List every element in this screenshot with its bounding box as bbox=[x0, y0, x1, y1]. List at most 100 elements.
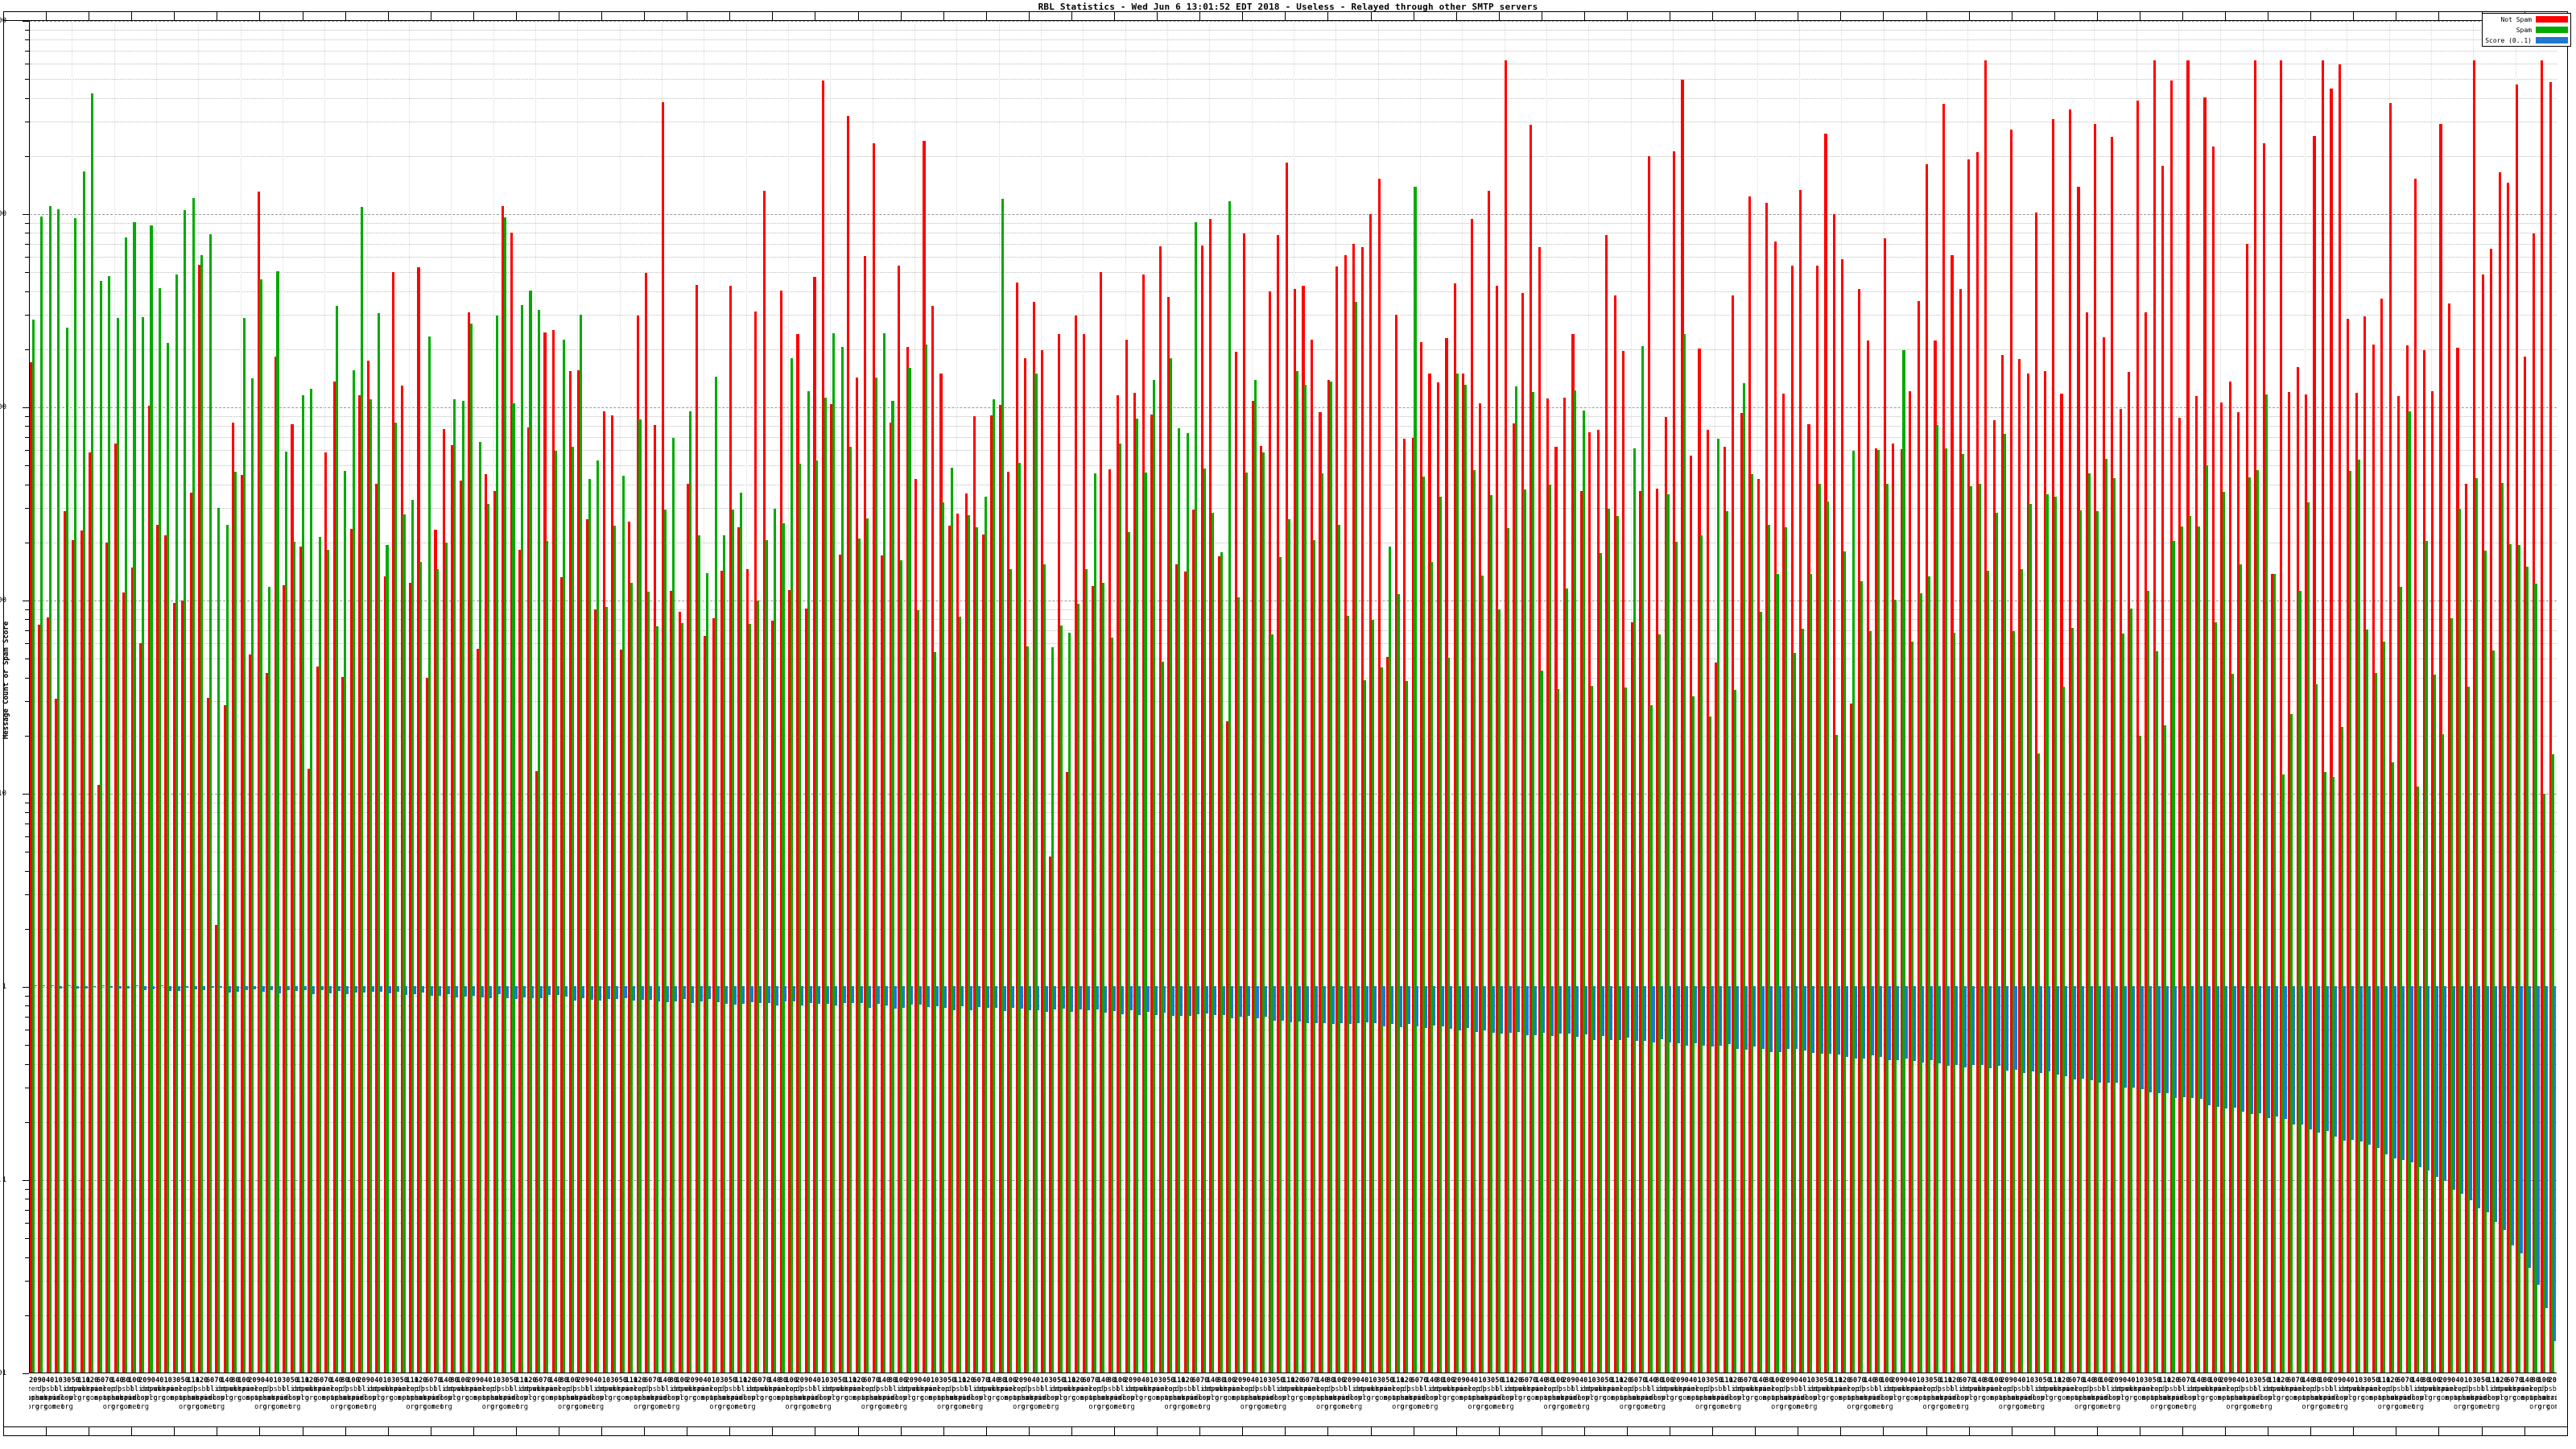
bar-group[interactable] bbox=[1892, 21, 1900, 1373]
bar-spam[interactable] bbox=[1245, 472, 1249, 1373]
bar-spam[interactable] bbox=[1616, 516, 1619, 1373]
bar-not-spam[interactable] bbox=[2052, 119, 2055, 1373]
bar-score[interactable] bbox=[34, 985, 37, 986]
bar-not-spam[interactable] bbox=[1479, 403, 1482, 1373]
bar-not-spam[interactable] bbox=[299, 546, 303, 1373]
bar-not-spam[interactable] bbox=[2220, 402, 2223, 1373]
bar-spam[interactable] bbox=[891, 400, 894, 1373]
bar-spam[interactable] bbox=[108, 275, 111, 1373]
bar-spam[interactable] bbox=[2130, 608, 2133, 1373]
bar-not-spam[interactable] bbox=[2194, 396, 2198, 1373]
bar-not-spam[interactable] bbox=[2405, 345, 2409, 1373]
bar-group[interactable] bbox=[442, 21, 451, 1373]
bar-not-spam[interactable] bbox=[459, 481, 462, 1373]
bar-not-spam[interactable] bbox=[1007, 471, 1010, 1373]
bar-spam[interactable] bbox=[470, 324, 473, 1373]
bar-not-spam[interactable] bbox=[653, 425, 656, 1373]
bar-score[interactable] bbox=[497, 986, 501, 995]
bar-score[interactable] bbox=[1652, 986, 1655, 1042]
bar-spam[interactable] bbox=[1439, 496, 1442, 1373]
bar-not-spam[interactable] bbox=[434, 530, 437, 1373]
bar-group[interactable] bbox=[653, 21, 662, 1373]
bar-score[interactable] bbox=[194, 986, 197, 989]
bar-group[interactable] bbox=[1748, 21, 1757, 1373]
bar-spam[interactable] bbox=[1793, 653, 1796, 1373]
bar-group[interactable] bbox=[1445, 21, 1453, 1373]
bar-spam[interactable] bbox=[1346, 616, 1349, 1373]
bar-group[interactable] bbox=[1260, 21, 1268, 1373]
bar-not-spam[interactable] bbox=[518, 550, 522, 1373]
bar-not-spam[interactable] bbox=[417, 267, 420, 1373]
bar-group[interactable] bbox=[1150, 21, 1158, 1373]
bar-spam[interactable] bbox=[959, 617, 962, 1373]
bar-group[interactable] bbox=[1158, 21, 1167, 1373]
bar-score[interactable] bbox=[43, 985, 46, 986]
bar-spam[interactable] bbox=[1978, 484, 1981, 1373]
bar-not-spam[interactable] bbox=[2203, 97, 2207, 1373]
bar-group[interactable] bbox=[1108, 21, 1117, 1373]
bar-group[interactable] bbox=[206, 21, 215, 1373]
bar-spam[interactable] bbox=[731, 510, 734, 1373]
bar-score[interactable] bbox=[329, 986, 332, 993]
bar-not-spam[interactable] bbox=[2296, 366, 2299, 1373]
legend-item-not-spam[interactable]: Not Spam bbox=[2485, 15, 2568, 23]
bar-spam[interactable] bbox=[2542, 793, 2546, 1373]
bar-score[interactable] bbox=[860, 986, 863, 1004]
bar-not-spam[interactable] bbox=[1579, 490, 1583, 1373]
bar-group[interactable] bbox=[998, 21, 1007, 1373]
bar-score[interactable] bbox=[607, 986, 610, 999]
bar-spam[interactable] bbox=[638, 419, 642, 1373]
bar-spam[interactable] bbox=[225, 524, 229, 1373]
bar-spam[interactable] bbox=[2147, 590, 2150, 1373]
bar-not-spam[interactable] bbox=[2397, 395, 2401, 1373]
bar-spam[interactable] bbox=[723, 535, 726, 1373]
bar-not-spam[interactable] bbox=[2094, 124, 2097, 1373]
bar-spam[interactable] bbox=[1995, 513, 1998, 1373]
bar-not-spam[interactable] bbox=[1934, 341, 1937, 1373]
bar-group[interactable] bbox=[324, 21, 332, 1373]
bar-group[interactable] bbox=[1192, 21, 1200, 1373]
bar-score[interactable] bbox=[2537, 986, 2540, 1285]
bar-group[interactable] bbox=[754, 21, 762, 1373]
bar-group[interactable] bbox=[72, 21, 80, 1373]
bar-group[interactable] bbox=[779, 21, 788, 1373]
bar-group[interactable] bbox=[1799, 21, 1807, 1373]
bar-spam[interactable] bbox=[1498, 609, 1501, 1373]
bar-not-spam[interactable] bbox=[1992, 420, 1996, 1373]
bar-group[interactable] bbox=[2271, 21, 2279, 1373]
bar-score[interactable] bbox=[2259, 986, 2262, 1113]
bar-score[interactable] bbox=[118, 986, 122, 989]
bar-spam[interactable] bbox=[824, 398, 827, 1373]
bar-not-spam[interactable] bbox=[1698, 348, 1701, 1373]
bar-score[interactable] bbox=[944, 986, 947, 1009]
bar-spam[interactable] bbox=[1363, 680, 1366, 1373]
bar-group[interactable] bbox=[1117, 21, 1125, 1373]
bar-group[interactable] bbox=[1656, 21, 1664, 1373]
bar-score[interactable] bbox=[422, 986, 425, 993]
bar-not-spam[interactable] bbox=[1411, 438, 1414, 1373]
bar-score[interactable] bbox=[1348, 986, 1352, 1024]
bar-spam[interactable] bbox=[2206, 464, 2209, 1373]
bar-group[interactable] bbox=[2338, 21, 2347, 1373]
bar-group[interactable] bbox=[274, 21, 283, 1373]
bar-spam[interactable] bbox=[1312, 539, 1315, 1373]
bar-score[interactable] bbox=[2301, 986, 2304, 1125]
bar-score[interactable] bbox=[2014, 986, 2017, 1070]
bar-score[interactable] bbox=[2006, 986, 2009, 1071]
bar-score[interactable] bbox=[1922, 986, 1925, 1063]
bar-not-spam[interactable] bbox=[1740, 412, 1743, 1373]
bar-spam[interactable] bbox=[1734, 690, 1737, 1373]
bar-score[interactable] bbox=[2368, 986, 2372, 1145]
bar-spam[interactable] bbox=[284, 452, 287, 1373]
bar-spam[interactable] bbox=[1953, 633, 1956, 1373]
bar-spam[interactable] bbox=[2425, 540, 2428, 1373]
bar-group[interactable] bbox=[1209, 21, 1217, 1373]
bar-score[interactable] bbox=[2444, 986, 2447, 1182]
bar-score[interactable] bbox=[312, 986, 316, 995]
bar-group[interactable] bbox=[122, 21, 130, 1373]
bar-not-spam[interactable] bbox=[2128, 371, 2131, 1373]
bar-group[interactable] bbox=[2388, 21, 2397, 1373]
bar-group[interactable] bbox=[2355, 21, 2363, 1373]
bar-spam[interactable] bbox=[2248, 477, 2251, 1373]
bar-score[interactable] bbox=[2056, 986, 2059, 1075]
